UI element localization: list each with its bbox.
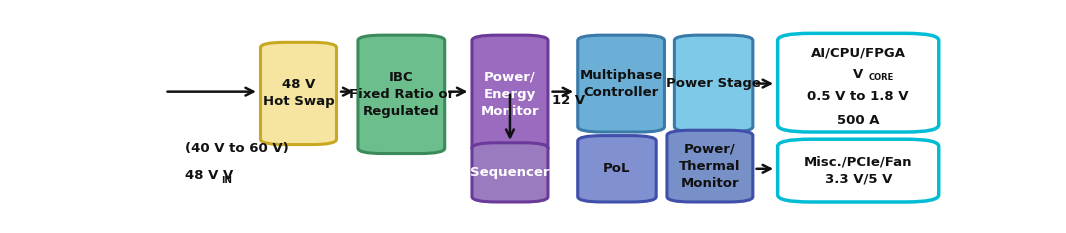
- FancyBboxPatch shape: [778, 139, 939, 202]
- Text: 0.5 V to 1.8 V: 0.5 V to 1.8 V: [807, 90, 909, 103]
- Text: CORE: CORE: [869, 73, 894, 82]
- Text: Power/
Energy
Monitor: Power/ Energy Monitor: [481, 71, 539, 118]
- Text: 12 V: 12 V: [552, 94, 585, 107]
- Text: Power/
Thermal
Monitor: Power/ Thermal Monitor: [679, 143, 741, 190]
- FancyBboxPatch shape: [578, 136, 657, 202]
- Text: AI/CPU/FPGA: AI/CPU/FPGA: [811, 47, 906, 60]
- Text: 500 A: 500 A: [837, 114, 879, 127]
- Text: IBC
Fixed Ratio or
Regulated: IBC Fixed Ratio or Regulated: [349, 71, 454, 118]
- Text: PoL: PoL: [603, 162, 631, 175]
- FancyBboxPatch shape: [778, 33, 939, 132]
- Text: Power Stage: Power Stage: [666, 77, 761, 90]
- FancyBboxPatch shape: [667, 130, 753, 202]
- Text: 48 V V: 48 V V: [185, 169, 233, 182]
- Text: Multiphase
Controller: Multiphase Controller: [580, 69, 663, 99]
- Text: V: V: [853, 68, 863, 81]
- Text: Misc./PCIe/Fan
3.3 V/5 V: Misc./PCIe/Fan 3.3 V/5 V: [804, 156, 912, 186]
- Text: (40 V to 60 V): (40 V to 60 V): [185, 142, 289, 155]
- FancyBboxPatch shape: [260, 42, 337, 144]
- FancyBboxPatch shape: [578, 35, 664, 132]
- Text: Sequencer: Sequencer: [470, 166, 550, 179]
- FancyBboxPatch shape: [358, 35, 445, 154]
- FancyBboxPatch shape: [472, 35, 548, 154]
- FancyBboxPatch shape: [675, 35, 753, 132]
- FancyBboxPatch shape: [472, 143, 548, 202]
- Text: IN: IN: [221, 176, 231, 185]
- Text: 48 V
Hot Swap: 48 V Hot Swap: [262, 79, 335, 108]
